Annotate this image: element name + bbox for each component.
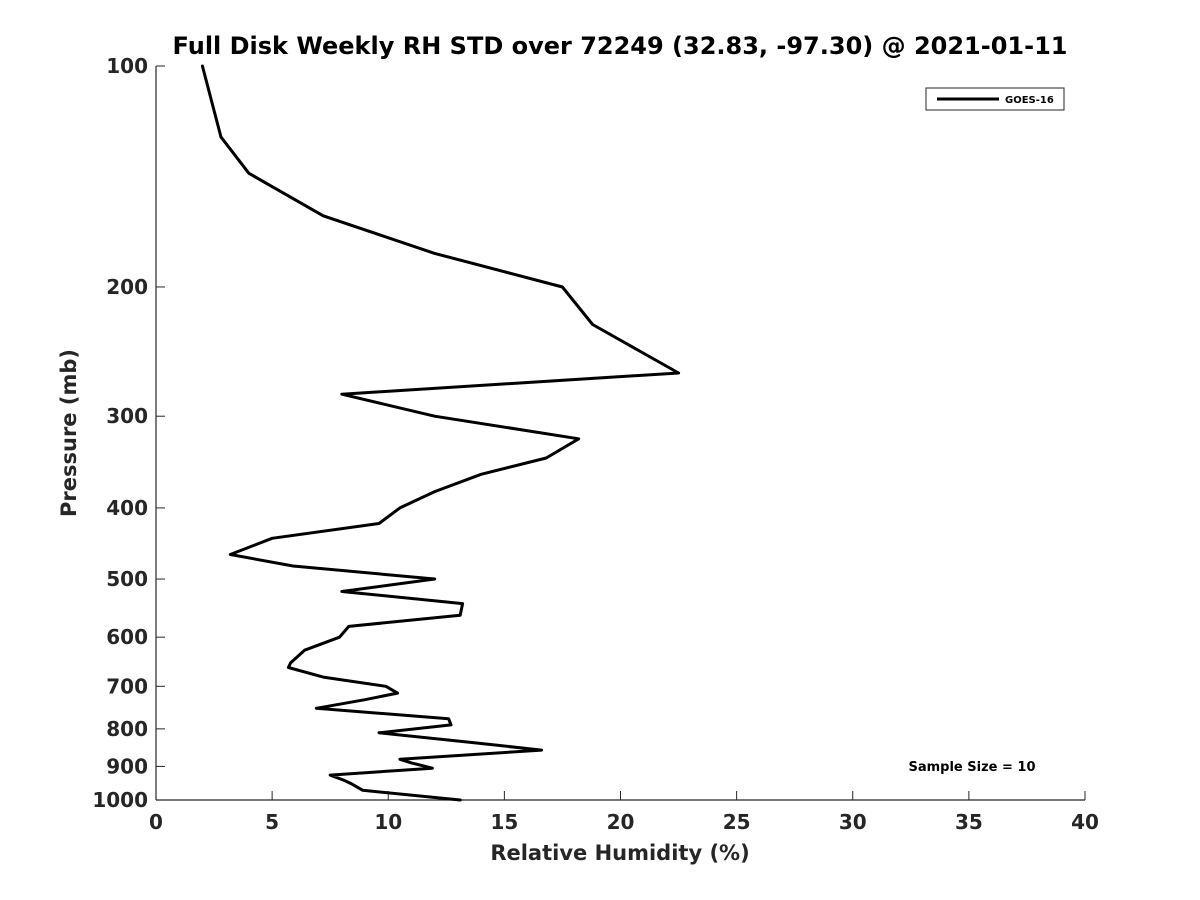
y-tick-label: 800 [106,717,148,741]
plot-axes: 0 5 10 15 20 25 30 35 40 100 200 300 400 500 600 700 800… [92,54,1099,834]
x-tick-label: 10 [374,810,402,834]
x-axis-label: Relative Humidity (%) [490,841,749,865]
y-tick-label: 700 [106,674,148,698]
series-line-goes-16 [200,64,681,802]
legend-entry-label: GOES-16 [1005,95,1054,106]
y-tick-label: 100 [106,54,148,78]
y-tick-label: 900 [106,754,148,778]
x-tick-label: 5 [265,810,279,834]
y-tick-label: 300 [106,404,148,428]
x-tick-label: 0 [149,810,163,834]
y-tick-label: 500 [106,567,148,591]
x-tick-label: 20 [607,810,635,834]
sample-size-annotation: Sample Size = 10 [908,760,1035,775]
x-tick-label: 25 [723,810,751,834]
x-tick-label: 35 [955,810,983,834]
y-tick-label: 200 [106,275,148,299]
x-tick-label: 15 [490,810,518,834]
y-tick-label: 1000 [92,788,148,812]
y-axis-label: Pressure (mb) [57,349,81,517]
y-tick-label: 600 [106,625,148,649]
legend: GOES-16 [925,87,1065,111]
y-tick-label: 400 [106,496,148,520]
x-tick-label: 30 [839,810,867,834]
chart-title: Full Disk Weekly RH STD over 72249 (32.8… [173,32,1068,60]
series-layer [200,64,681,802]
x-tick-label: 40 [1071,810,1099,834]
